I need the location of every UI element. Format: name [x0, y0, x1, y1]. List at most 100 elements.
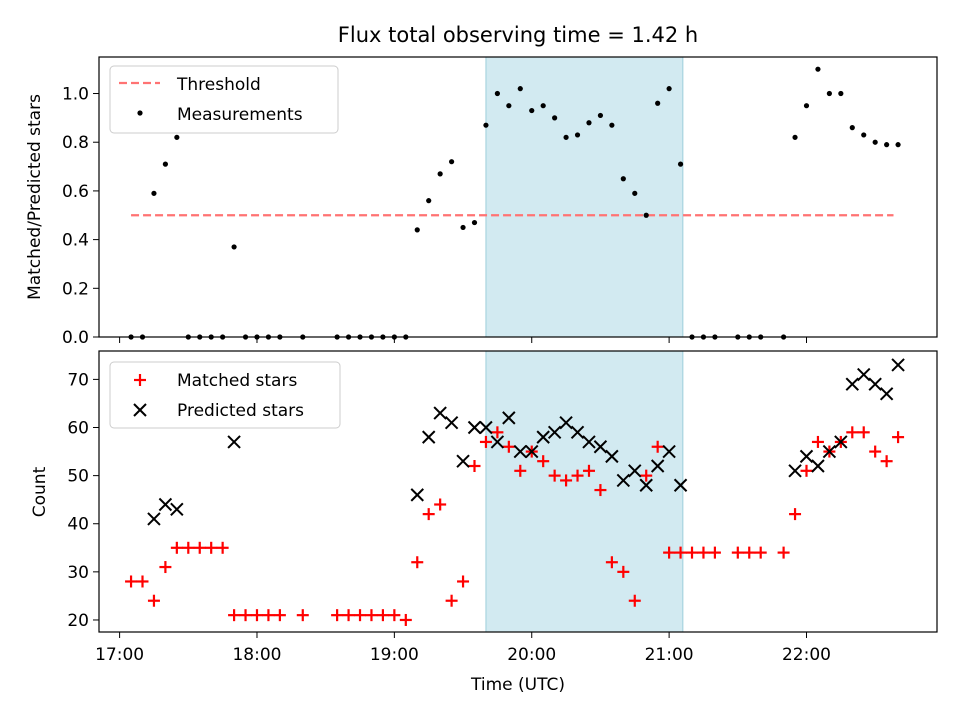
top-y-tick-label: 0.0 — [62, 328, 89, 348]
predicted-star-point — [158, 497, 173, 512]
matched-star-point — [708, 546, 721, 559]
matched-star-point — [697, 546, 710, 559]
predicted-star-point — [227, 435, 241, 449]
top-legend: Threshold Measurements — [109, 65, 339, 134]
matched-star-point — [296, 609, 309, 622]
predicted-star-point — [502, 411, 516, 425]
measurement-point — [517, 86, 523, 92]
matched-star-point — [170, 541, 183, 554]
matched-star-point — [273, 609, 286, 622]
measurement-point — [677, 161, 684, 167]
matched-star-point — [892, 431, 905, 444]
matched-star-point — [468, 459, 481, 472]
top-y-axis-label: Matched/Predicted stars — [25, 94, 45, 300]
matched-star-point — [262, 609, 275, 622]
measurement-point — [586, 120, 592, 126]
predicted-star-point — [147, 512, 161, 526]
predicted-star-point — [593, 440, 608, 454]
matched-star-point — [228, 609, 241, 622]
matched-star-point — [857, 426, 870, 439]
matched-star-point — [777, 546, 790, 559]
x-tick-label: 22:00 — [782, 645, 831, 665]
matched-star-point — [537, 455, 550, 468]
measurement-point — [849, 125, 855, 131]
matched-star-point — [388, 609, 401, 622]
measurement-point — [609, 122, 615, 128]
predicted-star-point — [421, 430, 436, 444]
top-legend-box — [109, 65, 339, 134]
predicted-star-point — [673, 478, 688, 492]
measurement-point — [838, 90, 844, 97]
matched-star-point — [193, 541, 206, 554]
matched-star-point — [491, 426, 504, 439]
predicted-star-point — [788, 464, 802, 478]
measurement-point — [815, 66, 821, 72]
matched-star-point — [445, 594, 458, 607]
predicted-star-point — [570, 425, 585, 440]
bottom-marks — [125, 358, 905, 626]
matched-star-point — [331, 609, 344, 622]
legend-predicted-swatch — [133, 403, 147, 417]
x-axis-label: Time (UTC) — [470, 675, 565, 695]
predicted-star-point — [628, 464, 642, 478]
bottom-y-tick-label: 60 — [67, 419, 89, 439]
x-tick-label: 19:00 — [370, 645, 419, 665]
predicted-star-point — [467, 420, 482, 435]
matched-star-point — [571, 469, 584, 482]
matched-star-point — [479, 435, 492, 448]
matched-star-point — [434, 498, 447, 511]
measurement-point — [872, 139, 878, 145]
bottom-y-tick-label: 40 — [67, 515, 89, 535]
bottom-y-tick-label: 50 — [67, 467, 89, 487]
matched-star-point — [880, 455, 893, 468]
measurement-point — [792, 134, 798, 140]
predicted-star-point — [650, 459, 665, 473]
predicted-star-point — [879, 387, 894, 401]
measurement-point — [231, 244, 237, 250]
measurement-point — [506, 103, 512, 109]
bottom-panel: 20 30 40 50 60 70 17:00 18:00 19:00 20:00 21:00 22… — [30, 350, 938, 695]
matched-star-point — [640, 469, 653, 482]
top-plot-frame — [98, 56, 938, 338]
x-tick-label: 20:00 — [507, 645, 556, 665]
top-y-axis: 0.0 0.2 0.4 0.6 0.8 1.0 — [62, 85, 99, 348]
matched-star-point — [147, 594, 160, 607]
top-marks — [128, 66, 901, 340]
matched-star-point — [354, 609, 367, 622]
matched-star-point — [789, 508, 802, 521]
matched-star-point — [376, 609, 389, 622]
measurement-point — [666, 86, 672, 92]
predicted-star-point — [799, 449, 814, 464]
predicted-star-point — [616, 473, 631, 488]
top-x-axis — [119, 337, 807, 343]
bottom-plot-frame — [98, 350, 938, 633]
matched-star-point — [182, 541, 195, 554]
predicted-star-point — [639, 478, 653, 492]
matched-star-point — [399, 613, 412, 626]
matched-star-point — [754, 546, 767, 559]
matched-star-point — [457, 575, 470, 588]
predicted-star-point — [857, 367, 871, 382]
legend-predicted-label: Predicted stars — [177, 401, 304, 421]
predicted-star-point — [410, 488, 424, 502]
bottom-highlight-span — [485, 350, 684, 633]
matched-star-point — [548, 469, 561, 482]
bottom-y-tick-label: 70 — [67, 370, 89, 390]
predicted-star-point — [559, 415, 573, 430]
predicted-star-point — [891, 358, 905, 372]
top-y-tick-label: 0.6 — [62, 182, 89, 202]
matched-star-point — [663, 546, 676, 559]
measurement-point — [643, 212, 649, 218]
top-y-tick-label: 0.4 — [62, 231, 89, 251]
x-tick-label: 17:00 — [95, 645, 144, 665]
matched-star-point — [617, 565, 630, 578]
matched-star-point — [628, 594, 641, 607]
bottom-legend-box — [109, 361, 341, 429]
predicted-star-point — [662, 444, 676, 459]
matched-star-point — [811, 435, 824, 448]
predicted-star-point — [170, 502, 184, 517]
matched-star-point — [239, 609, 252, 622]
measurement-point — [574, 132, 581, 138]
x-tick-label: 18:00 — [232, 645, 281, 665]
